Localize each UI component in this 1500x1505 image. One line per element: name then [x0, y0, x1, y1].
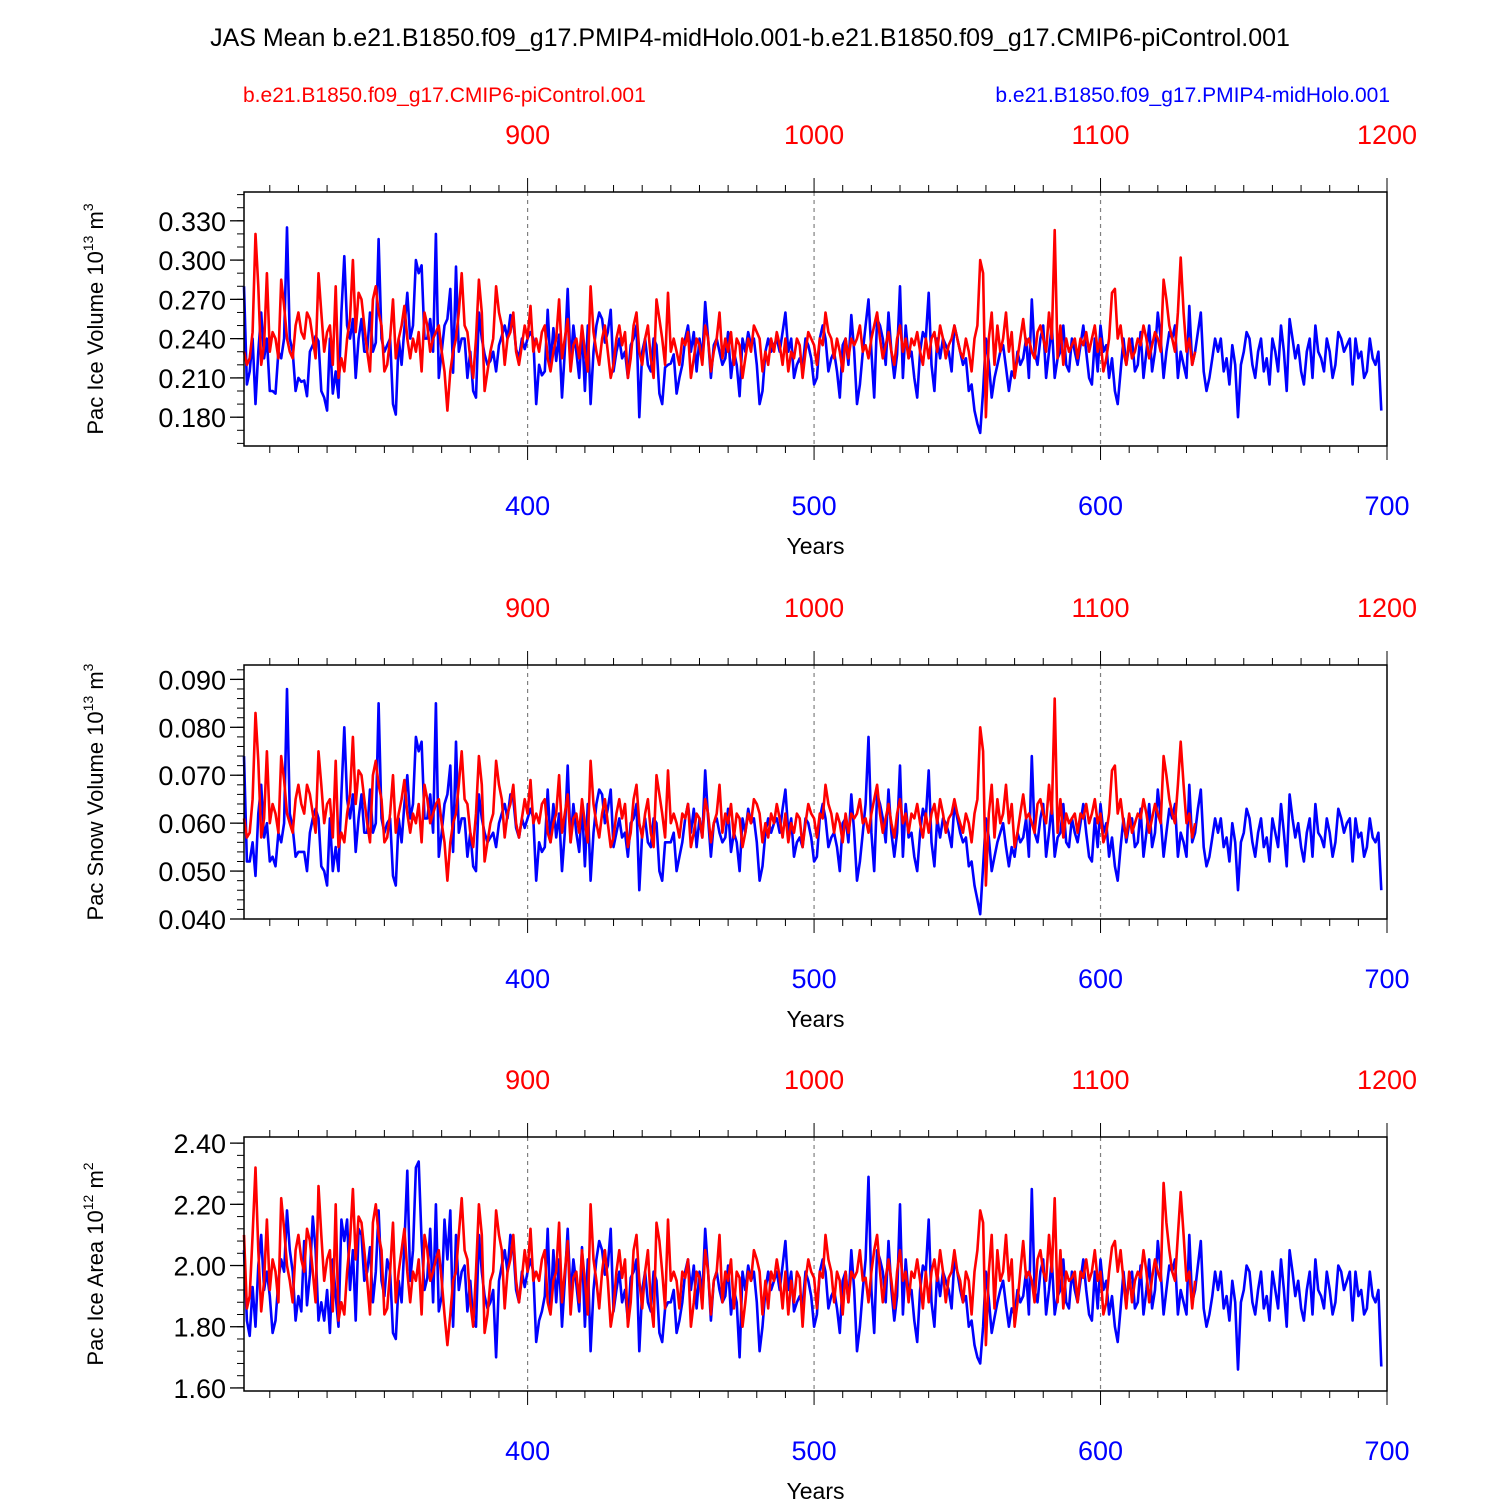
x-tick-label-bottom: 500: [792, 964, 837, 994]
x-tick-label-top: 1100: [1072, 593, 1130, 623]
y-axis-label-ylabel-unit-exp: 3: [80, 663, 96, 671]
x-tick-label-bottom: 400: [505, 491, 550, 521]
y-tick-label: 2.20: [173, 1190, 226, 1220]
y-axis-label: Pac Ice Volume 1013 m3: [80, 203, 108, 434]
x-tick-label-top: 900: [505, 120, 550, 150]
y-tick-label: 1.80: [173, 1313, 226, 1343]
legend-red-series-label: b.e21.B1850.f09_g17.CMIP6-piControl.001: [243, 84, 646, 107]
y-axis-label-ylabel-exp: 13: [80, 696, 96, 712]
x-tick-label-bottom: 500: [792, 491, 837, 521]
x-tick-label-top: 900: [505, 1065, 550, 1095]
x-tick-label-bottom: 400: [505, 1436, 550, 1466]
chart-panels: 0.180 0.210 0.240 0.270 0.300 0.330 400 500 600 7…: [80, 120, 1417, 1504]
plot-frame: [243, 191, 1388, 447]
x-tick-label-bottom: 700: [1364, 1436, 1409, 1466]
series-line-piControl: [242, 228, 1197, 419]
x-tick-label-top: 1000: [784, 593, 844, 623]
x-tick-label-top: 900: [505, 593, 550, 623]
y-axis-label-ylabel: Pac Ice Area 10: [83, 1210, 108, 1365]
x-tick-label-top: 1200: [1357, 593, 1417, 623]
x-tick-label-bottom: 600: [1078, 1436, 1123, 1466]
y-axis-label-ylabel-unit: m: [83, 671, 108, 695]
y-tick-label: 2.00: [173, 1252, 226, 1282]
x-tick-label-bottom: 500: [792, 1436, 837, 1466]
y-tick-label: 0.300: [158, 246, 226, 276]
series-line-piControl: [242, 1166, 1197, 1347]
x-axis-label: Years: [787, 1478, 845, 1500]
chart-panel-ice-volume: 0.180 0.210 0.240 0.270 0.300 0.330 400 500 600 7…: [80, 120, 1417, 559]
y-tick-label: 2.40: [173, 1129, 226, 1159]
x-tick-label-bottom: 700: [1364, 964, 1409, 994]
figure-title: JAS Mean b.e21.B1850.f09_g17.PMIP4-midHo…: [210, 24, 1290, 52]
y-tick-label: 0.240: [158, 325, 226, 355]
x-tick-label-bottom: 600: [1078, 964, 1123, 994]
x-tick-label-top: 1100: [1072, 1065, 1130, 1095]
y-axis-label: Pac Snow Volume 1013 m3: [80, 663, 108, 920]
x-tick-label-top: 1100: [1072, 120, 1130, 150]
y-axis-label-ylabel-unit-exp: 3: [80, 203, 96, 211]
x-axis-label: Years: [787, 1006, 845, 1032]
y-axis-label-ylabel: Pac Ice Volume 10: [83, 251, 108, 434]
x-tick-label-top: 1200: [1357, 120, 1417, 150]
y-tick-label: 0.090: [158, 665, 226, 695]
y-axis-label-ylabel: Pac Snow Volume 10: [83, 711, 108, 920]
legend-blue-series-label: b.e21.B1850.f09_g17.PMIP4-midHolo.001: [995, 84, 1390, 107]
y-axis-label-ylabel-unit-exp: 2: [80, 1162, 96, 1170]
x-tick-label-top: 1200: [1357, 1065, 1417, 1095]
x-tick-label-bottom: 400: [505, 964, 550, 994]
y-axis-label: Pac Ice Area 1012 m2: [80, 1162, 108, 1365]
y-axis-label-ylabel-exp: 13: [80, 235, 96, 251]
y-tick-label: 0.210: [158, 364, 226, 394]
plot-frame: [243, 1136, 1388, 1392]
y-tick-label: 0.050: [158, 857, 226, 887]
y-tick-label: 1.60: [173, 1374, 226, 1404]
y-axis-label-ylabel-unit: m: [83, 1170, 108, 1194]
y-tick-label: 0.080: [158, 713, 226, 743]
x-tick-label-bottom: 700: [1364, 491, 1409, 521]
y-axis-label-ylabel-exp: 12: [80, 1194, 96, 1210]
chart-panel-ice-area: 1.60 1.80 2.00 2.20 2.40 400 500 600 700 900 1000 1…: [80, 1065, 1417, 1504]
x-tick-label-top: 1000: [784, 1065, 844, 1095]
y-tick-label: 0.180: [158, 403, 226, 433]
y-tick-label: 0.070: [158, 761, 226, 791]
x-axis-label: Years: [787, 533, 845, 559]
x-tick-label-bottom: 600: [1078, 491, 1123, 521]
y-tick-label: 0.270: [158, 285, 226, 315]
y-axis-label-ylabel-unit: m: [83, 211, 108, 235]
y-tick-label: 0.330: [158, 207, 226, 237]
plot-frame: [243, 664, 1388, 920]
series-line-piControl: [242, 697, 1197, 887]
x-tick-label-top: 1000: [784, 120, 844, 150]
y-tick-label: 0.060: [158, 809, 226, 839]
chart-panel-snow-volume: 0.040 0.050 0.060 0.070 0.080 0.090 400 500 600 7…: [80, 593, 1417, 1032]
y-tick-label: 0.040: [158, 905, 226, 935]
